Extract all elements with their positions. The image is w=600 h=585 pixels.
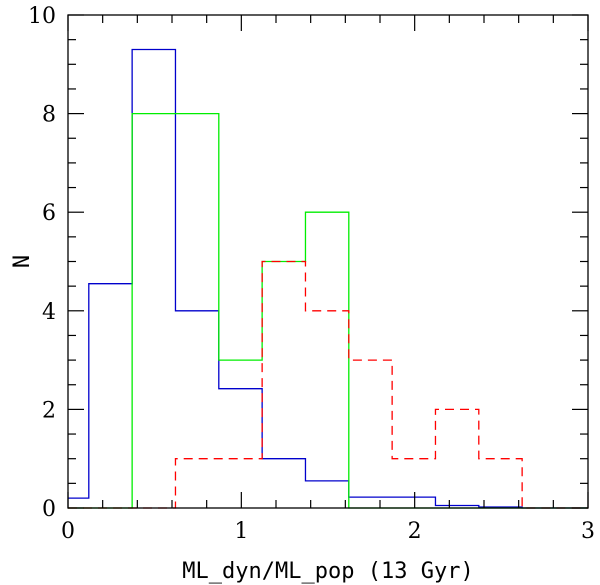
y-tick-label: 4 bbox=[42, 300, 56, 325]
x-tick-label: 3 bbox=[581, 519, 595, 544]
y-tick-label: 8 bbox=[42, 103, 56, 128]
ticks-layer bbox=[67, 14, 589, 509]
y-tick-label: 0 bbox=[42, 497, 56, 522]
y-tick-label: 6 bbox=[42, 201, 56, 226]
x-tick-label: 2 bbox=[408, 519, 422, 544]
y-axis-title: N bbox=[10, 255, 35, 268]
tick-labels: 0 1 2 3 0 2 4 6 8 10 bbox=[28, 4, 595, 544]
x-axis-title: ML_dyn/ML_pop (13 Gyr) bbox=[182, 559, 473, 584]
plot-frame bbox=[67, 14, 589, 509]
x-tick-label: 1 bbox=[234, 519, 248, 544]
x-tick-label: 0 bbox=[61, 519, 75, 544]
histogram-series-2 bbox=[68, 112, 588, 509]
histogram-series-1 bbox=[68, 48, 588, 509]
histogram-series-3 bbox=[68, 260, 588, 509]
y-tick-label: 2 bbox=[42, 398, 56, 423]
series-layer bbox=[68, 48, 588, 509]
y-tick-label: 10 bbox=[28, 4, 56, 29]
